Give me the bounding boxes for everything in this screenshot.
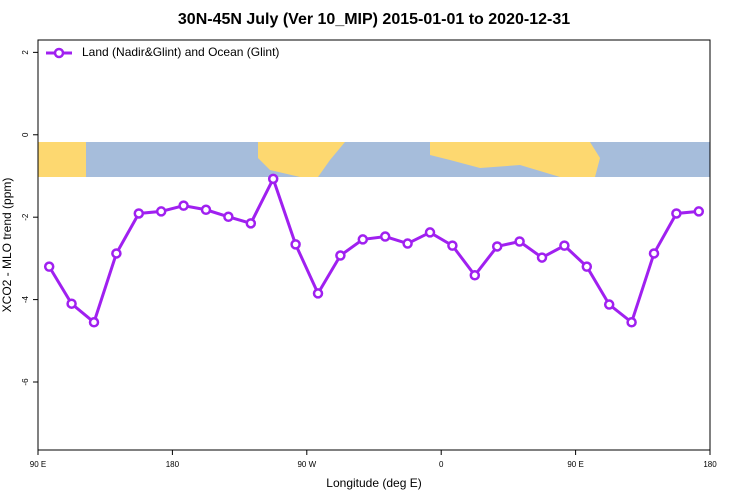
point xyxy=(559,240,570,251)
plot-frame xyxy=(37,39,711,451)
point xyxy=(402,238,413,249)
point xyxy=(178,200,189,211)
point xyxy=(335,250,346,261)
point xyxy=(133,208,145,219)
point xyxy=(514,236,525,247)
y-tick-label: 2 xyxy=(21,50,30,55)
legend-label: Land (Nadir&Glint) and Ocean (Glint) xyxy=(82,45,279,59)
point xyxy=(536,252,548,263)
point xyxy=(424,227,436,238)
point xyxy=(43,261,55,272)
point xyxy=(245,218,257,229)
point xyxy=(267,173,279,185)
point xyxy=(357,234,369,245)
point xyxy=(379,231,391,242)
chart-title: 30N-45N July (Ver 10_MIP) 2015-01-01 to … xyxy=(178,11,570,28)
y-axis-label: XCO2 - MLO trend (ppm) xyxy=(0,178,14,313)
x-tick-label: 180 xyxy=(703,460,717,469)
x-tick-label: 0 xyxy=(439,460,444,469)
point xyxy=(111,248,122,259)
point xyxy=(223,211,234,223)
point xyxy=(648,248,660,259)
x-tick-label: 90 E xyxy=(567,460,583,469)
x-tick-label: 90 E xyxy=(30,460,46,469)
legend-marker xyxy=(53,47,65,59)
point xyxy=(312,288,324,299)
point xyxy=(581,261,593,272)
map-band xyxy=(38,142,710,177)
point xyxy=(693,206,705,217)
point xyxy=(671,208,682,219)
point xyxy=(200,204,212,216)
y-tick-label: -4 xyxy=(21,295,30,303)
point xyxy=(491,241,503,252)
point xyxy=(66,298,77,309)
y-tick-label: -6 xyxy=(21,378,30,386)
point xyxy=(469,270,481,281)
x-axis-label: Longitude (deg E) xyxy=(326,476,421,490)
point xyxy=(88,317,100,328)
y-tick-label: -2 xyxy=(21,213,30,221)
series-line xyxy=(47,175,699,325)
point xyxy=(155,206,167,217)
point xyxy=(447,240,458,251)
y-tick-label: 0 xyxy=(21,132,30,137)
point xyxy=(290,239,301,250)
point xyxy=(603,299,615,310)
x-tick-label: 90 W xyxy=(297,460,316,469)
point xyxy=(626,317,637,328)
x-tick-label: 180 xyxy=(166,460,180,469)
